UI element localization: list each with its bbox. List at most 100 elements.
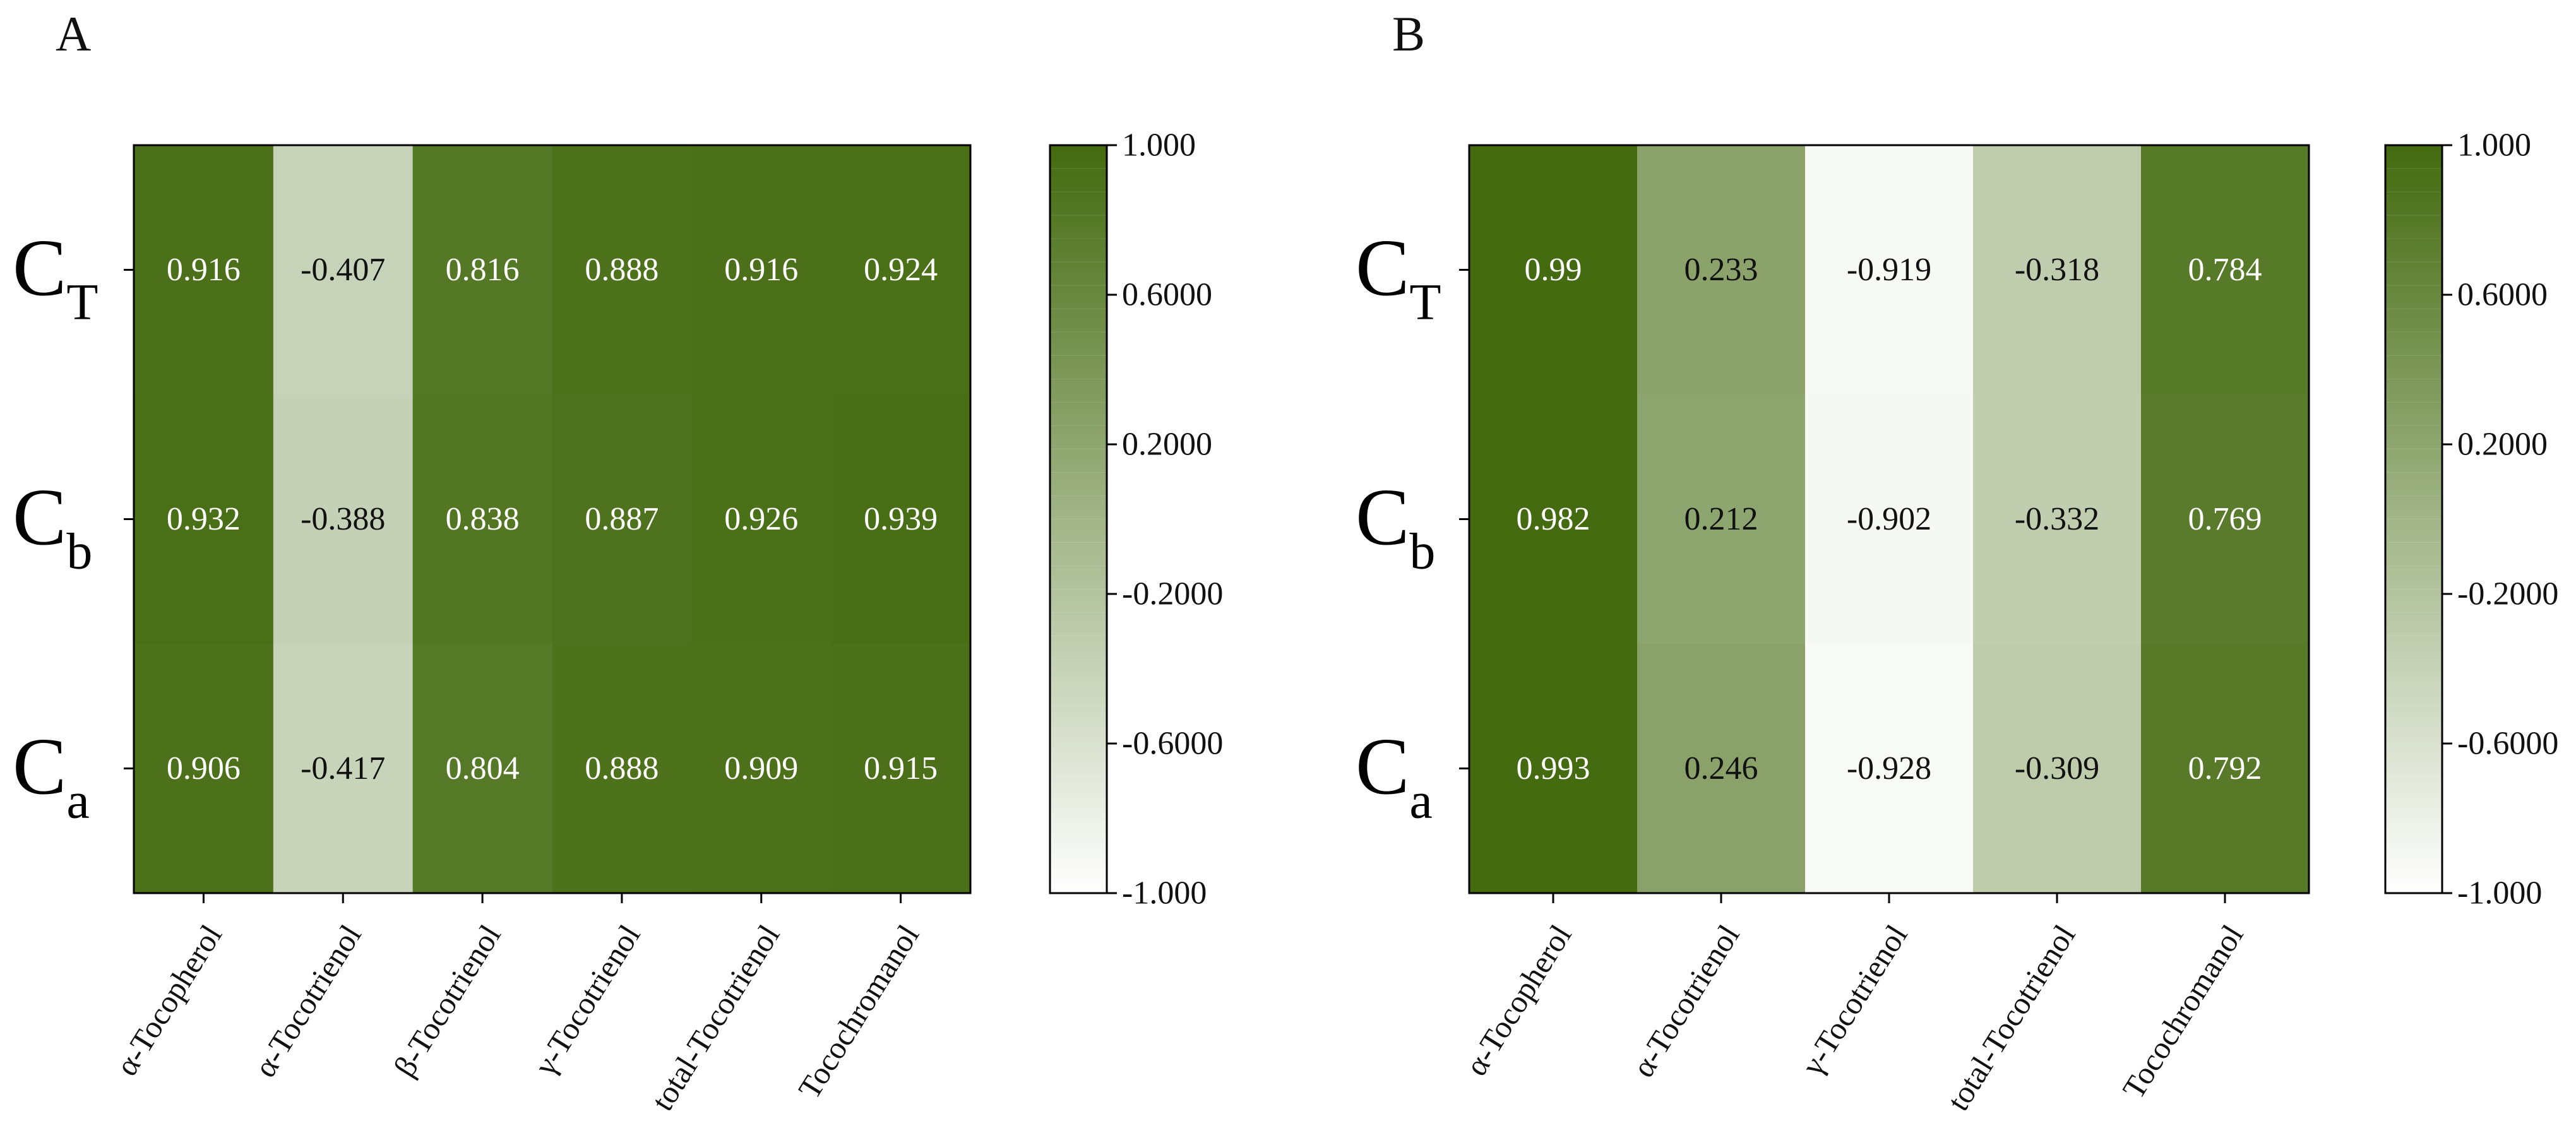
heatmap-cell [691,394,832,644]
row-label: Cb [13,473,92,580]
heatmap-cell [1637,644,1806,894]
heatmap-cell [552,145,692,395]
colorbar-tick-label: -0.2000 [2457,576,2558,612]
row-label-subscript: b [66,523,92,580]
row-label-subscript: a [1409,772,1432,829]
heatmap-cell [412,394,553,644]
colorbar-tick-label: 0.6000 [1122,277,1212,313]
colorbar-tick-label: -1.000 [2457,875,2542,911]
cell-value-label: 0.916 [167,252,241,288]
cell-value-label: 0.769 [2188,501,2262,537]
column-label: total-Tocotrienol [644,918,786,1117]
cell-value-label: 0.887 [585,501,659,537]
colorbar-tick-label: -1.000 [1122,875,1207,911]
cell-value-label: -0.318 [2015,252,2099,288]
heatmap-cell [552,644,692,894]
row-label-subscript: a [66,772,89,829]
cell-value-label: 0.233 [1685,252,1758,288]
column-label: γ-Tocotrienol [527,918,647,1081]
cell-value-label: -0.309 [2015,750,2099,786]
cell-value-label: 0.888 [585,750,659,786]
column-label: β-Tocotrienol [386,918,508,1082]
cell-value-label: -0.332 [2015,501,2099,537]
heatmap-cell [1637,145,1806,395]
cell-value-label: 0.816 [446,252,520,288]
colorbar-tick-label: 0.2000 [1122,427,1212,463]
cell-value-label: -0.407 [301,252,385,288]
colorbar-tick-label: -0.6000 [1122,726,1223,762]
cell-value-label: 0.982 [1517,501,1590,537]
heatmap-cell [1805,644,1974,894]
colorbar-frame [2384,144,2443,894]
colorbar [1050,145,1107,893]
heatmap-cell [412,644,553,894]
row-label: Ca [1356,722,1433,829]
cell-value-label: -0.388 [301,501,385,537]
heatmap-cell [2141,394,2310,644]
heatmap-cell [1973,145,2142,395]
column-label: Tocochromanol [2115,918,2250,1105]
colorbar-tick-label: 1.000 [1122,127,1196,163]
column-label: α-Tocotrienol [1625,918,1746,1083]
heatmap-cell [1973,394,2142,644]
colorbar [2385,145,2442,893]
row-label-subscript: T [1409,273,1441,331]
cell-value-label: 0.924 [864,252,938,288]
cell-value-label: 0.212 [1685,501,1758,537]
row-label: Cb [1356,473,1435,580]
cell-value-label: 0.939 [864,501,938,537]
heatmap-cell [2141,644,2310,894]
cell-value-label: 0.993 [1517,750,1590,786]
cell-value-label: -0.928 [1847,750,1931,786]
colorbar-tick-label: 1.000 [2457,127,2531,163]
row-label: CT [1356,223,1441,331]
heatmap-cell [831,644,971,894]
cell-value-label: -0.417 [301,750,385,786]
heatmap-cell [134,394,274,644]
heatmap-cell [412,145,553,395]
row-label: CT [13,223,98,331]
column-label: Tocochromanol [791,918,926,1105]
cell-value-label: 0.246 [1685,750,1758,786]
heatmap-cell [1637,394,1806,644]
heatmap-cell [691,145,832,395]
heatmap-cell [134,145,274,395]
colorbar-frame [1049,144,1108,894]
heatmap-panel-B: B 0.99 0.233 -0.919 -0.318 0.784 0.982 0.212 -0.… [1356,6,2558,1117]
cell-value-label: 0.915 [864,750,938,786]
colorbar-tick-label: -0.6000 [2457,726,2558,762]
cell-value-label: 0.804 [446,750,520,786]
cell-value-label: 0.838 [446,501,520,537]
heatmap-cell [1805,145,1974,395]
panel-label: B [1392,6,1425,61]
cell-value-label: 0.792 [2188,750,2262,786]
row-label-subscript: T [66,273,98,331]
column-label: α-Tocopherol [1458,918,1578,1082]
row-label: Ca [13,722,90,829]
cell-value-label: 0.916 [724,252,798,288]
heatmap-cell [2141,145,2310,395]
cell-value-label: 0.99 [1525,252,1582,288]
heatmap-cell [134,644,274,894]
heatmap-cell [273,394,414,644]
cell-value-label: -0.902 [1847,501,1931,537]
heatmap-cell [1805,394,1974,644]
row-label-subscript: b [1409,523,1435,580]
cell-value-label: 0.909 [724,750,798,786]
heatmap-cell [552,394,692,644]
heatmap-panel-A: A 0.916 -0.407 0.816 0.888 0.916 0.924 0.932 -0.… [13,6,1223,1117]
heatmap-cell [831,145,971,395]
colorbar-tick-label: 0.6000 [2457,277,2548,313]
column-label: α-Tocotrienol [247,918,368,1083]
cell-value-label: 0.926 [724,501,798,537]
column-label: α-Tocopherol [109,918,229,1082]
heatmap-cell [273,644,414,894]
cell-value-label: 0.906 [167,750,241,786]
heatmap-cell [1469,145,1638,395]
heatmap-cell [691,644,832,894]
panel-label: A [56,6,91,61]
heatmap-cell [1469,394,1638,644]
heatmap-cell [1973,644,2142,894]
heatmap-cell [1469,644,1638,894]
